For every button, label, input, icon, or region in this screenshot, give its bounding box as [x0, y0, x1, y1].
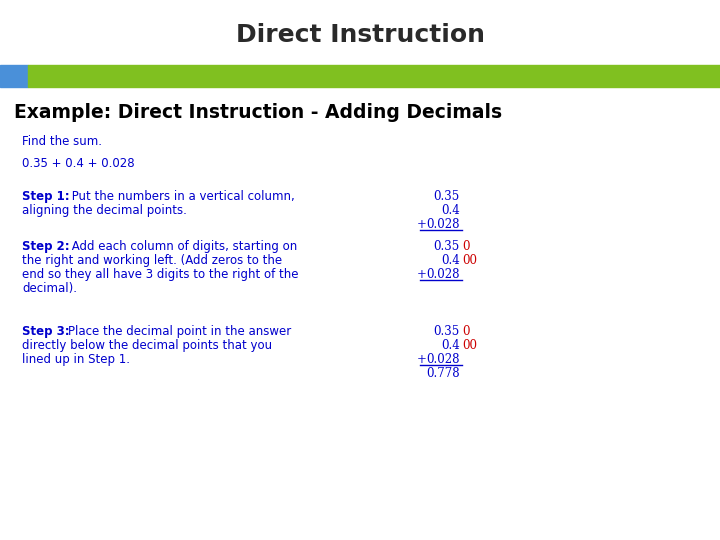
Text: Example: Direct Instruction - Adding Decimals: Example: Direct Instruction - Adding Dec…: [14, 103, 502, 122]
Text: +: +: [417, 268, 427, 281]
Text: Step 3:: Step 3:: [22, 325, 70, 338]
Text: directly below the decimal points that you: directly below the decimal points that y…: [22, 339, 272, 352]
Text: lined up in Step 1.: lined up in Step 1.: [22, 353, 130, 366]
Text: 0.4: 0.4: [441, 204, 460, 217]
Bar: [0, 65, 28, 87]
Text: the right and working left. (Add zeros to the: the right and working left. (Add zeros t…: [22, 254, 282, 267]
Text: 0.028: 0.028: [426, 353, 460, 366]
Bar: [28, 65, 720, 87]
Text: Step 2:: Step 2:: [22, 240, 70, 253]
Text: 00: 00: [462, 254, 477, 267]
Text: 0.35: 0.35: [433, 240, 460, 253]
Text: end so they all have 3 digits to the right of the: end so they all have 3 digits to the rig…: [22, 268, 299, 281]
Text: 00: 00: [462, 339, 477, 352]
Text: 0.028: 0.028: [426, 218, 460, 231]
Text: 0.35: 0.35: [433, 325, 460, 338]
Text: Put the numbers in a vertical column,: Put the numbers in a vertical column,: [68, 190, 294, 203]
Text: 0.4: 0.4: [441, 254, 460, 267]
Text: 0.4: 0.4: [441, 339, 460, 352]
Text: 0.35 + 0.4 + 0.028: 0.35 + 0.4 + 0.028: [22, 157, 135, 170]
Text: 0.778: 0.778: [426, 367, 460, 380]
Text: Add each column of digits, starting on: Add each column of digits, starting on: [68, 240, 297, 253]
Text: Direct Instruction: Direct Instruction: [235, 23, 485, 47]
Text: 0.35: 0.35: [433, 190, 460, 203]
Text: +: +: [417, 218, 427, 231]
Text: 0: 0: [462, 240, 469, 253]
Text: Place the decimal point in the answer: Place the decimal point in the answer: [68, 325, 292, 338]
Text: aligning the decimal points.: aligning the decimal points.: [22, 204, 187, 217]
Text: +: +: [417, 353, 427, 366]
Text: 0.028: 0.028: [426, 268, 460, 281]
Text: Step 1:: Step 1:: [22, 190, 70, 203]
Text: decimal).: decimal).: [22, 282, 77, 295]
Text: 0: 0: [462, 325, 469, 338]
Text: Find the sum.: Find the sum.: [22, 135, 102, 148]
